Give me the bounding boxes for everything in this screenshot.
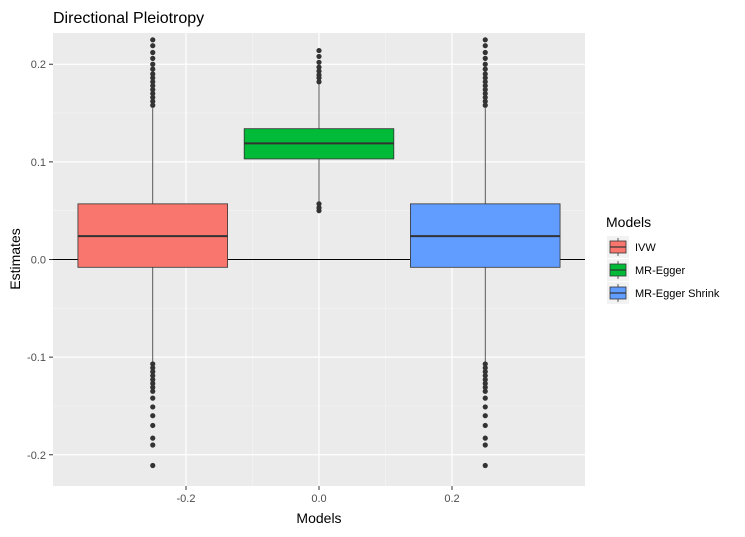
x-tick-label: 0.2 — [444, 493, 459, 505]
outlier-point-mr-egger-shrink — [482, 49, 488, 56]
legend-label-mr-egger-shrink: MR-Egger Shrink — [635, 288, 720, 300]
outlier-point-ivw — [150, 43, 156, 49]
outlier-point-ivw — [150, 380, 156, 387]
outlier-point-mr-egger-shrink — [482, 75, 488, 81]
outlier-point-ivw — [150, 373, 156, 379]
legend: Models IVW MR-Egger MR-Egger Shrink — [606, 214, 720, 304]
outlier-point-ivw — [150, 37, 156, 43]
outlier-point-ivw — [150, 55, 156, 61]
outlier-point-mr-egger-shrink — [482, 43, 488, 49]
legend-label-ivw: IVW — [635, 242, 656, 254]
outlier-point-mr-egger-shrink — [482, 79, 488, 85]
y-tick-label: 0.0 — [31, 255, 46, 267]
outlier-point-mr-egger-shrink — [482, 83, 488, 89]
outlier-point-mr-egger-shrink — [482, 66, 488, 72]
outlier-point-ivw — [150, 462, 156, 469]
outlier-point-ivw — [150, 388, 156, 394]
outlier-point-mr-egger — [316, 53, 322, 60]
outlier-point-ivw — [150, 376, 156, 383]
y-axis-label: Estimates — [7, 228, 23, 289]
legend-label-mr-egger: MR-Egger — [635, 265, 685, 277]
outlier-point-ivw — [150, 413, 156, 419]
y-tick-label: 0.2 — [31, 59, 46, 71]
outlier-point-ivw — [150, 49, 156, 56]
outlier-point-ivw — [150, 94, 156, 101]
outlier-point-ivw — [150, 66, 156, 72]
outlier-point-mr-egger-shrink — [482, 373, 488, 379]
y-tick-label: 0.1 — [31, 157, 46, 169]
outlier-point-mr-egger-shrink — [482, 361, 488, 367]
x-tick-label: -0.2 — [177, 493, 196, 505]
outlier-point-mr-egger-shrink — [482, 94, 488, 101]
outlier-point-mr-egger-shrink — [482, 90, 488, 97]
outlier-point-mr-egger-shrink — [482, 442, 488, 448]
outlier-point-ivw — [150, 87, 156, 93]
outlier-point-ivw — [150, 83, 156, 89]
outlier-point-mr-egger-shrink — [482, 376, 488, 383]
outlier-point-ivw — [150, 365, 156, 371]
outlier-point-mr-egger-shrink — [482, 61, 488, 67]
boxes — [77, 37, 561, 469]
outlier-point-mr-egger-shrink — [482, 384, 488, 390]
outlier-point-ivw — [150, 102, 156, 108]
legend-entries: IVW MR-Egger MR-Egger Shrink — [607, 236, 720, 304]
axes: -0.2 -0.1 0.0 0.1 0.2 -0.2 0.0 0.2 — [27, 59, 460, 505]
outlier-point-mr-egger-shrink — [482, 37, 488, 43]
chart-title: Directional Pleiotropy — [53, 10, 204, 27]
outlier-point-mr-egger-shrink — [482, 87, 488, 93]
outlier-point-ivw — [150, 442, 156, 448]
outlier-point-mr-egger-shrink — [482, 422, 488, 429]
outlier-point-mr-egger-shrink — [482, 71, 488, 77]
legend-title: Models — [606, 214, 651, 230]
x-tick-label: 0.0 — [311, 493, 326, 505]
outlier-point-mr-egger — [316, 64, 322, 70]
y-tick-label: -0.1 — [27, 352, 46, 364]
outlier-point-ivw — [150, 369, 156, 375]
outlier-point-ivw — [150, 361, 156, 367]
outlier-point-mr-egger-shrink — [482, 102, 488, 108]
outlier-point-mr-egger-shrink — [482, 395, 488, 401]
outlier-point-mr-egger-shrink — [482, 404, 488, 410]
x-axis-label: Models — [296, 510, 341, 526]
outlier-point-mr-egger — [316, 59, 322, 65]
outlier-point-ivw — [150, 90, 156, 97]
outlier-point-mr-egger — [316, 79, 322, 85]
outlier-point-ivw — [150, 98, 156, 104]
outlier-point-mr-egger-shrink — [482, 369, 488, 375]
outlier-point-mr-egger — [316, 208, 322, 214]
outlier-point-ivw — [150, 435, 156, 441]
outlier-point-ivw — [150, 71, 156, 77]
outlier-point-mr-egger-shrink — [482, 365, 488, 371]
outlier-point-ivw — [150, 75, 156, 81]
outlier-point-mr-egger — [316, 201, 322, 207]
outlier-point-ivw — [150, 79, 156, 85]
outlier-point-mr-egger-shrink — [482, 462, 488, 469]
outlier-point-ivw — [150, 61, 156, 67]
outlier-point-ivw — [150, 395, 156, 401]
y-tick-label: -0.2 — [27, 450, 46, 462]
outlier-point-ivw — [150, 404, 156, 410]
outlier-point-mr-egger — [316, 47, 322, 54]
outlier-point-ivw — [150, 422, 156, 429]
outlier-point-mr-egger-shrink — [482, 98, 488, 104]
outlier-point-ivw — [150, 384, 156, 390]
outlier-point-mr-egger-shrink — [482, 380, 488, 387]
outlier-point-mr-egger-shrink — [482, 413, 488, 419]
outlier-point-mr-egger-shrink — [482, 388, 488, 394]
outlier-point-mr-egger-shrink — [482, 55, 488, 61]
outlier-point-mr-egger-shrink — [482, 435, 488, 441]
outlier-point-mr-egger — [316, 68, 322, 74]
outlier-point-mr-egger — [316, 72, 322, 78]
